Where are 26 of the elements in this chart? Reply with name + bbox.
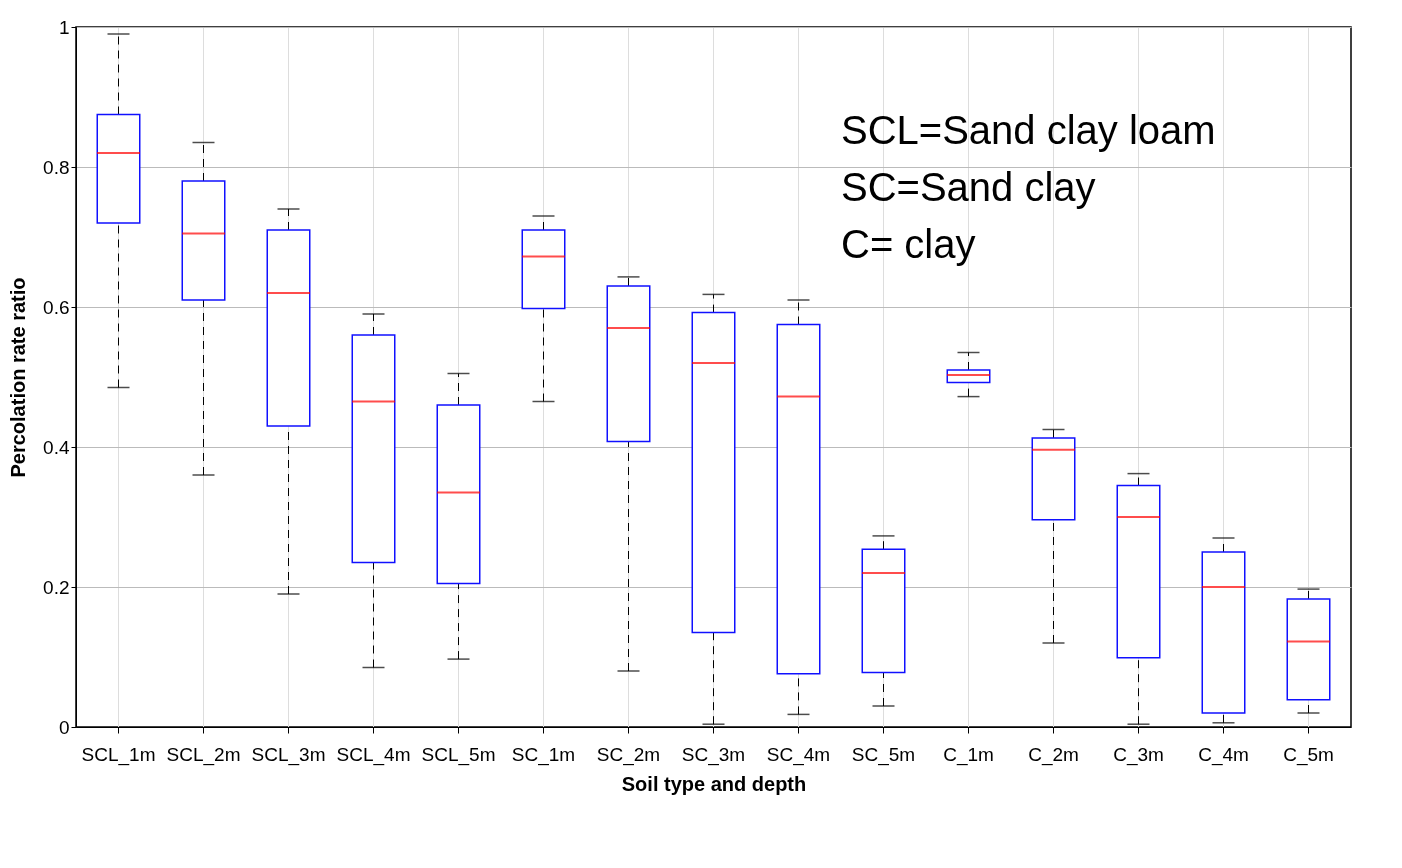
y-tick-label: 0.6 (43, 296, 70, 318)
x-tick-label: SC_3m (681, 743, 746, 766)
y-tick-label: 0.8 (43, 156, 70, 178)
x-tick-label: SCL_4m (336, 743, 411, 766)
x-tick-label: C_1m (943, 743, 994, 766)
y-tick-label: 1 (58, 16, 70, 38)
x-tick-label: SC_2m (596, 743, 661, 766)
x-tick-label: SCL_3m (251, 743, 326, 766)
annotation: SCL=Sand clay loam (841, 108, 1216, 152)
y-tick-label: 0.4 (43, 436, 70, 458)
y-tick-label: 0.2 (43, 576, 70, 598)
x-tick-label: C_5m (1283, 743, 1334, 766)
x-tick-label: C_4m (1198, 743, 1249, 766)
x-tick-label: SC_5m (851, 743, 916, 766)
x-tick-label: SC_4m (766, 743, 831, 766)
x-tick-label: SCL_2m (166, 743, 241, 766)
x-tick-label: C_3m (1113, 743, 1164, 766)
x-tick-label: C_2m (1028, 743, 1079, 766)
x-tick-label: SCL_5m (421, 743, 496, 766)
x-tick-label: SCL_1m (81, 743, 156, 766)
annotation: C= clay (841, 222, 976, 266)
y-axis-title: Percolation rate ratio (7, 277, 30, 478)
y-tick-label: 0 (58, 716, 70, 738)
annotation: SC=Sand clay (841, 165, 1096, 209)
x-tick-label: SC_1m (511, 743, 576, 766)
x-axis-title: Soil type and depth (621, 772, 807, 795)
